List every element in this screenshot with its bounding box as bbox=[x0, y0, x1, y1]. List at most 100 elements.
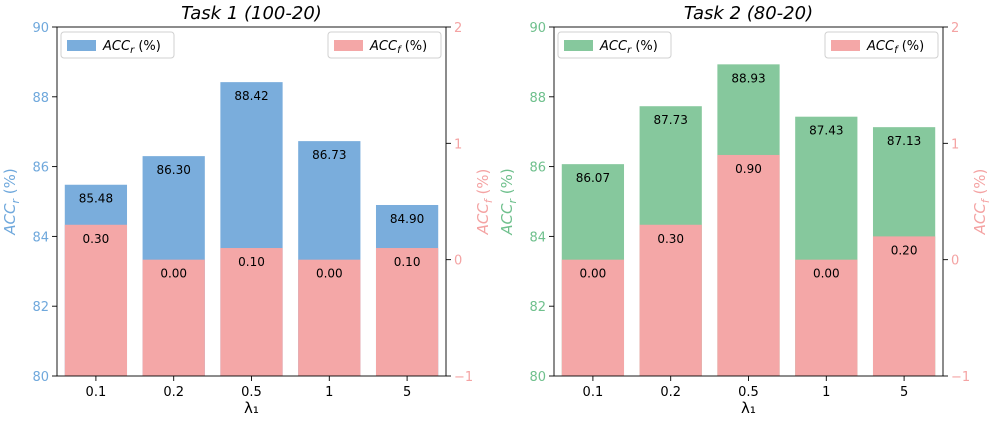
legend-swatch bbox=[334, 40, 363, 51]
acc-f-data-label: 0.00 bbox=[160, 267, 187, 281]
y-right-tick-label: 0 bbox=[454, 254, 462, 269]
acc-r-data-label: 86.07 bbox=[576, 171, 610, 185]
y-right-axis-label-sub: f bbox=[979, 197, 992, 203]
x-axis-label: λ₁ bbox=[244, 399, 259, 417]
y-left-axis-label-main: ACC bbox=[498, 203, 516, 236]
y-left-tick-label: 90 bbox=[32, 21, 49, 36]
acc-f-bar bbox=[795, 259, 858, 376]
acc-f-data-label: 0.30 bbox=[657, 232, 684, 246]
acc-r-data-label: 85.48 bbox=[79, 192, 113, 206]
x-tick-label: 1 bbox=[822, 385, 830, 400]
y-left-axis-label: ACCr (%) bbox=[498, 168, 519, 235]
acc-r-data-label: 86.30 bbox=[157, 163, 191, 177]
x-tick-label: 0.5 bbox=[241, 385, 262, 400]
x-tick-label: 0.5 bbox=[738, 385, 759, 400]
y-right-tick-label: 0 bbox=[951, 254, 959, 269]
y-left-axis-label-unit: (%) bbox=[1, 168, 19, 199]
legend-label-sub: f bbox=[894, 45, 899, 56]
acc-f-data-label: 0.00 bbox=[316, 267, 343, 281]
panel-1: 85.4886.3088.4286.7384.900.300.000.100.0… bbox=[1, 3, 495, 417]
acc-f-bar bbox=[375, 248, 439, 376]
y-left-axis-label-sub: r bbox=[9, 198, 22, 204]
y-right-tick-label: −1 bbox=[454, 370, 473, 385]
acc-r-data-label: 88.42 bbox=[234, 89, 268, 103]
legend-swatch bbox=[564, 40, 593, 51]
acc-f-data-label: 0.30 bbox=[83, 232, 110, 246]
legend-label-main: ACC bbox=[599, 39, 628, 54]
legend-swatch bbox=[67, 40, 96, 51]
chart-title: Task 2 (80-20) bbox=[684, 3, 813, 24]
y-right-tick-label: −1 bbox=[951, 370, 970, 385]
x-axis-label: λ₁ bbox=[741, 399, 756, 417]
acc-r-data-label: 88.93 bbox=[731, 71, 765, 85]
acc-f-bar bbox=[639, 224, 702, 376]
acc-f-bar bbox=[298, 259, 361, 376]
legend-box bbox=[557, 31, 672, 59]
acc-f-data-label: 0.90 bbox=[735, 162, 762, 176]
legend-label: ACCr (%) bbox=[599, 39, 658, 56]
acc-r-data-label: 87.73 bbox=[654, 113, 688, 127]
legend-acc-r: ACCr (%) bbox=[60, 31, 175, 59]
legend-box bbox=[824, 31, 939, 59]
acc-f-data-label: 0.20 bbox=[891, 243, 918, 257]
acc-f-bar bbox=[142, 259, 205, 376]
y-right-axis-label-unit: (%) bbox=[971, 169, 989, 200]
chart-title: Task 1 (100-20) bbox=[181, 3, 322, 24]
acc-f-data-label: 0.00 bbox=[813, 267, 840, 281]
acc-f-bar bbox=[561, 259, 625, 376]
y-right-tick-label: 2 bbox=[951, 21, 959, 36]
x-tick-label: 0.1 bbox=[86, 385, 107, 400]
legend-box bbox=[60, 31, 175, 59]
y-left-tick-label: 84 bbox=[32, 230, 49, 245]
x-tick-label: 0.2 bbox=[163, 385, 184, 400]
y-left-tick-label: 88 bbox=[529, 91, 546, 106]
y-right-axis-label: ACCf (%) bbox=[474, 169, 495, 236]
acc-f-bar bbox=[872, 236, 936, 376]
acc-r-data-label: 87.13 bbox=[887, 134, 921, 148]
y-right-axis-label-unit: (%) bbox=[474, 169, 492, 200]
y-left-tick-label: 82 bbox=[32, 300, 49, 315]
legend-label-sub: f bbox=[397, 45, 402, 56]
y-right-tick-label: 1 bbox=[951, 137, 959, 152]
acc-r-data-label: 86.73 bbox=[312, 148, 346, 162]
y-right-axis-label-main: ACC bbox=[474, 203, 492, 236]
y-left-tick-label: 84 bbox=[529, 230, 546, 245]
acc-f-bar bbox=[717, 154, 780, 376]
y-left-axis-label: ACCr (%) bbox=[1, 168, 22, 235]
y-left-tick-label: 80 bbox=[529, 370, 546, 385]
legend-acc-f: ACCf (%) bbox=[824, 31, 939, 59]
legend-swatch bbox=[831, 40, 860, 51]
acc-f-bar bbox=[220, 248, 283, 376]
panel-2: 86.07 87.73 88.93 87.43 87.13 0.00 0.30 0.90 0.0… bbox=[498, 3, 992, 417]
y-left-axis-label-sub: r bbox=[506, 198, 519, 204]
acc-f-data-label: 0.00 bbox=[580, 267, 607, 281]
x-tick-label: 0.1 bbox=[583, 385, 604, 400]
legend-label-sub: r bbox=[130, 45, 135, 56]
y-right-axis-label-main: ACC bbox=[971, 203, 989, 236]
y-left-tick-label: 90 bbox=[529, 21, 546, 36]
legend-label: ACCr (%) bbox=[102, 39, 161, 56]
y-left-tick-label: 82 bbox=[529, 300, 546, 315]
x-tick-label: 5 bbox=[900, 385, 908, 400]
legend-label: ACCf (%) bbox=[369, 39, 427, 56]
legend-box bbox=[327, 31, 442, 59]
y-left-tick-label: 88 bbox=[32, 91, 49, 106]
legend-label-main: ACC bbox=[102, 39, 131, 54]
y-right-axis-label-sub: f bbox=[482, 197, 495, 203]
y-left-tick-label: 80 bbox=[32, 370, 49, 385]
y-right-tick-label: 1 bbox=[454, 137, 462, 152]
acc-f-data-label: 0.10 bbox=[394, 255, 421, 269]
acc-r-data-label: 84.90 bbox=[390, 212, 424, 226]
legend-label-unit: (%) bbox=[401, 39, 428, 54]
y-left-axis-label-main: ACC bbox=[1, 203, 19, 236]
legend-acc-f: ACCf (%) bbox=[327, 31, 442, 59]
x-tick-label: 0.2 bbox=[660, 385, 681, 400]
legend-label-unit: (%) bbox=[134, 39, 161, 54]
y-left-tick-label: 86 bbox=[32, 161, 49, 176]
y-right-axis-label: ACCf (%) bbox=[971, 169, 992, 236]
acc-f-data-label: 0.10 bbox=[238, 255, 265, 269]
x-tick-label: 5 bbox=[403, 385, 411, 400]
acc-r-data-label: 87.43 bbox=[809, 124, 843, 138]
